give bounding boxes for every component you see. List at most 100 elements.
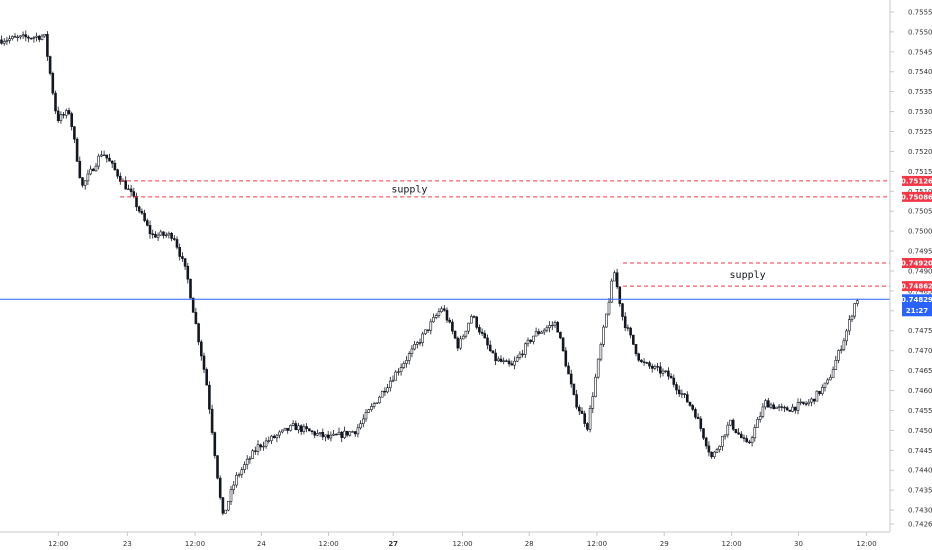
candle-body	[467, 322, 470, 332]
candle-body	[429, 321, 433, 331]
candle-body	[691, 405, 695, 410]
candle-body	[194, 312, 198, 324]
candle-body	[475, 316, 479, 328]
candle-body	[48, 56, 52, 74]
candle-body	[575, 394, 578, 408]
candle-body	[542, 329, 546, 333]
candle-body	[167, 232, 171, 236]
candle-body	[748, 441, 751, 444]
time-axis[interactable]: 12:00 23 12:00 24 12:00 27 12:00 28 12:00 29 12:00…	[48, 532, 877, 548]
candle-body	[65, 110, 68, 116]
candle-body	[43, 33, 47, 37]
candle-body	[683, 393, 686, 395]
candle-body	[397, 371, 400, 373]
candle-body	[105, 154, 109, 159]
candle-body	[19, 35, 22, 38]
candle-body	[170, 232, 173, 239]
candle-body	[108, 157, 111, 162]
candle-body	[745, 438, 749, 443]
candle-body	[723, 434, 727, 437]
candle-body	[394, 371, 398, 381]
candle-body	[834, 360, 838, 370]
candle-body	[675, 384, 678, 391]
candle-body	[67, 110, 71, 114]
candle-body	[386, 387, 389, 393]
current-price-label: 0.74829	[901, 296, 932, 304]
candle-body	[758, 416, 762, 420]
candle-body	[229, 489, 233, 502]
candle-body	[445, 309, 449, 321]
candle-body	[100, 154, 103, 157]
candle-body	[162, 231, 165, 236]
supply-zone-label: supply	[391, 184, 427, 195]
candle-body	[591, 396, 595, 409]
time-tick-label: 12:00	[856, 540, 876, 548]
candle-body	[796, 402, 800, 411]
candle-body	[507, 360, 511, 365]
candle-body	[151, 233, 154, 235]
candle-body	[604, 313, 608, 328]
candle-body	[653, 366, 657, 369]
candle-body	[299, 425, 303, 432]
candle-body	[164, 234, 168, 237]
candle-body	[380, 390, 384, 398]
candle-body	[831, 369, 835, 378]
candle-body	[853, 303, 857, 317]
plot-area[interactable]	[0, 0, 890, 532]
candle-body	[181, 256, 184, 259]
candle-body	[54, 92, 57, 112]
candle-body	[750, 437, 754, 443]
candle-body	[453, 330, 457, 339]
candle-body	[626, 327, 630, 329]
candle-body	[561, 337, 565, 352]
candle-body	[648, 362, 651, 367]
supply-zone-label: supply	[730, 270, 766, 281]
candle-body	[775, 406, 778, 409]
time-tick-label: 12:00	[318, 540, 338, 548]
candle-body	[383, 390, 387, 393]
candle-body	[367, 409, 371, 413]
candle-body	[842, 340, 846, 350]
candle-body	[599, 344, 603, 360]
candle-body	[227, 501, 230, 511]
candle-body	[213, 432, 217, 456]
candle-body	[621, 303, 624, 317]
candle-body	[791, 406, 794, 412]
candle-body	[132, 191, 136, 197]
candle-body	[218, 477, 222, 498]
candle-body	[156, 234, 160, 238]
candle-body	[472, 316, 476, 318]
time-tick-label: 12:00	[452, 540, 472, 548]
candle-body	[847, 319, 851, 332]
candle-body	[442, 308, 446, 311]
candle-body	[116, 169, 119, 177]
candle-body	[413, 343, 416, 350]
candle-body	[772, 404, 776, 409]
candle-body	[553, 322, 557, 326]
candle-body	[256, 444, 260, 452]
candle-body	[545, 327, 549, 331]
candle-body	[588, 408, 592, 430]
current-price-badge	[902, 294, 932, 317]
candle-body	[326, 434, 330, 439]
candle-body	[59, 114, 63, 121]
candle-body	[278, 431, 281, 436]
candle-body	[488, 344, 492, 351]
price-badges: 0.75126 0.75086 0.74920 0.74862 0.74829 21:27	[901, 175, 932, 317]
candle-body	[8, 38, 11, 41]
candle-body	[580, 410, 584, 414]
candle-body	[637, 353, 641, 361]
candle-body	[248, 458, 252, 460]
candle-body	[559, 331, 562, 339]
